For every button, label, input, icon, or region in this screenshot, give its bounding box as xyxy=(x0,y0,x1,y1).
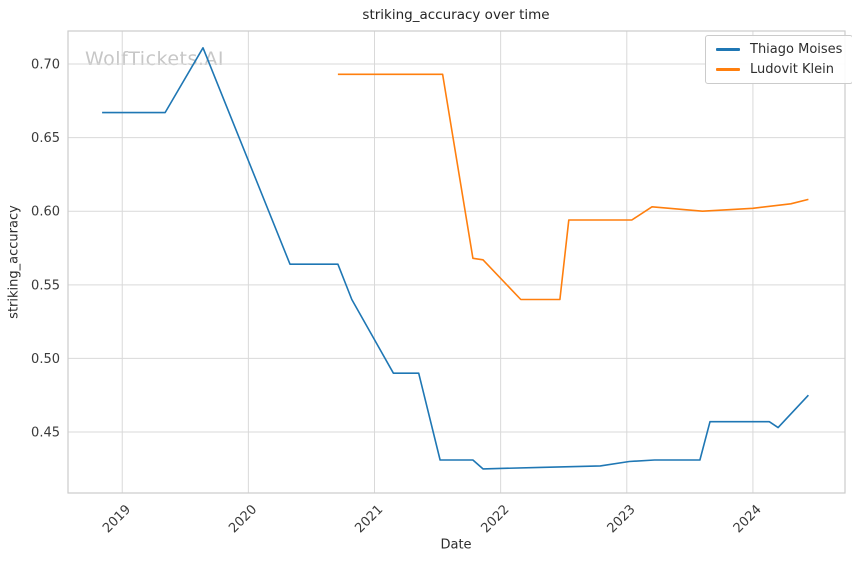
legend-item-thiago-moises: Thiago Moises xyxy=(716,42,842,57)
x-tick-label-2022: 2022 xyxy=(478,502,512,536)
watermark: WolfTickets.AI xyxy=(85,48,225,70)
y-tick-label-0.55: 0.55 xyxy=(31,278,60,293)
x-tick-label-2019: 2019 xyxy=(100,502,134,536)
series-line-thiago-moises xyxy=(102,46,809,470)
y-tick-label-0.70: 0.70 xyxy=(31,57,60,72)
x-tick-label-2021: 2021 xyxy=(352,502,386,536)
chart-title: striking_accuracy over time xyxy=(362,7,550,23)
series-line-ludovit-klein xyxy=(337,73,809,301)
y-tick-label-0.45: 0.45 xyxy=(31,426,60,441)
legend: Thiago Moises Ludovit Klein xyxy=(705,35,852,84)
y-axis-label: striking_accuracy xyxy=(6,205,22,319)
x-tick-label-2020: 2020 xyxy=(226,502,260,536)
y-tick-label-0.60: 0.60 xyxy=(31,205,60,220)
legend-label: Thiago Moises xyxy=(750,42,843,57)
plot-frame xyxy=(67,30,846,494)
x-tick-label-2023: 2023 xyxy=(605,502,639,536)
legend-line-swatch xyxy=(716,68,740,71)
y-tick-label-0.65: 0.65 xyxy=(31,131,60,146)
legend-label: Ludovit Klein xyxy=(750,62,834,77)
x-tick-label-2024: 2024 xyxy=(731,502,765,536)
legend-line-swatch xyxy=(716,48,740,51)
legend-item-ludovit-klein: Ludovit Klein xyxy=(716,62,842,77)
y-tick-label-0.50: 0.50 xyxy=(31,352,60,367)
x-axis-label: Date xyxy=(440,537,472,553)
